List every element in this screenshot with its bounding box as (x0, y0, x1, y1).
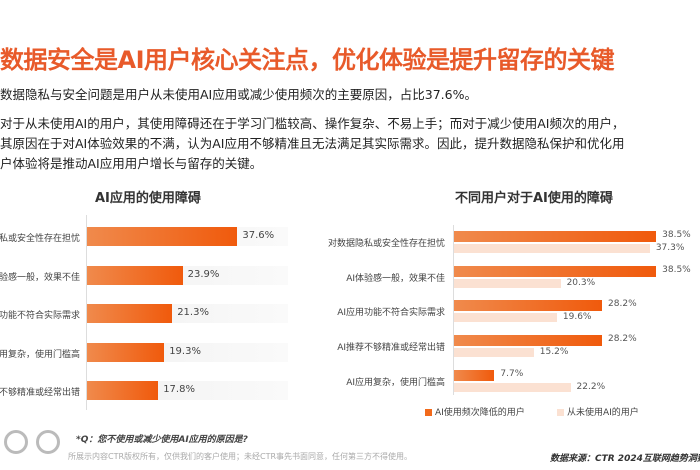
legend-item-never: 从未使用AI的用户 (557, 405, 639, 418)
body-line-3: 户体验将是推动AI应用用户增长与留存的关键。 (0, 156, 263, 171)
bar-never-users (454, 348, 534, 358)
data-label: 37.3% (655, 243, 685, 253)
bar-reduced-users (454, 265, 657, 277)
data-label: 38.5% (662, 264, 691, 275)
data-label: 38.5% (662, 230, 691, 240)
right-chart-axis (453, 225, 454, 395)
data-label: 37.6% (242, 230, 275, 241)
data-label: 28.2% (608, 299, 637, 310)
bar-never-users (454, 313, 557, 323)
category-label: 验感一般，效果不佳 (0, 272, 80, 283)
body-line-2: 其原因在于对AI体验效果的不满，认为AI应用不够精准且无法满足其实际需求。因此，… (0, 136, 625, 151)
category-label: AI应用复杂，使用门槛高 (346, 377, 445, 388)
bar-never-users (454, 244, 650, 253)
page-title: 数据安全是AI用户核心关注点，优化体验是提升留存的关键 (0, 46, 615, 74)
bar-never-users (454, 382, 571, 392)
data-label: 23.9% (187, 268, 220, 280)
category-label: 功能不符合实际需求 (0, 311, 80, 322)
category-label: 对数据隐私或安全性存在担忧 (327, 239, 445, 249)
data-label: 19.3% (169, 345, 201, 357)
bar (87, 227, 238, 246)
data-label: 22.2% (576, 381, 606, 392)
bar (87, 381, 159, 401)
data-label: 21.3% (177, 307, 209, 319)
data-label: 19.6% (562, 312, 592, 323)
bar-never-users (454, 278, 561, 288)
bar-reduced-users (454, 369, 495, 381)
category-label: 用复杂，使用门槛高 (0, 349, 80, 360)
category-label: AI推荐不够精准或经常出错 (337, 343, 445, 354)
survey-question: *Q：您不使用或减少使用AI应用的原因是? (76, 435, 248, 445)
data-label: 28.2% (608, 334, 637, 345)
bar (87, 304, 173, 324)
bar-reduced-users (454, 335, 603, 347)
body-line-1: 对于从未使用AI的用户，其使用障碍还在于学习门槛较高、操作复杂、不易上手；而对于… (0, 116, 625, 131)
data-label: 7.7% (500, 368, 524, 379)
legend-label: 从未使用AI的用户 (567, 408, 639, 418)
legend-item-reduced: AI使用频次降低的用户 (425, 405, 525, 418)
left-chart-axis (86, 215, 87, 410)
category-label: 不够精准或经常出错 (0, 388, 80, 399)
data-label: 20.3% (566, 277, 596, 288)
bar (87, 265, 183, 285)
bar-reduced-users (454, 300, 603, 312)
data-label: 17.8% (163, 384, 195, 396)
summary-text: 数据隐私与安全问题是用户从未使用AI应用或减少使用频次的主要原因，占比37.6%… (0, 87, 477, 102)
left-chart-title: AI应用的使用障碍 (95, 191, 201, 206)
data-label: 15.2% (539, 347, 569, 358)
category-label: AI体验感一般，效果不佳 (346, 273, 445, 284)
legend-label: AI使用频次降低的用户 (435, 408, 525, 418)
category-label: AI应用功能不符合实际需求 (337, 308, 445, 319)
bar (87, 342, 165, 362)
bar-reduced-users (454, 231, 657, 242)
copyright-notice: 所展示内容CTR版权所有，仅供我们的客户使用；未经CTR事先书面同意，任何第三方… (68, 452, 413, 461)
category-label: 私或安全性存在担忧 (0, 234, 80, 244)
data-source: 数据来源：CTR 2024互联网趋势洞察研 (550, 454, 700, 464)
certification-badge-icon (36, 430, 60, 454)
certification-badge-icon (4, 430, 28, 454)
right-chart-title: 不同用户对于AI使用的障碍 (455, 191, 613, 206)
